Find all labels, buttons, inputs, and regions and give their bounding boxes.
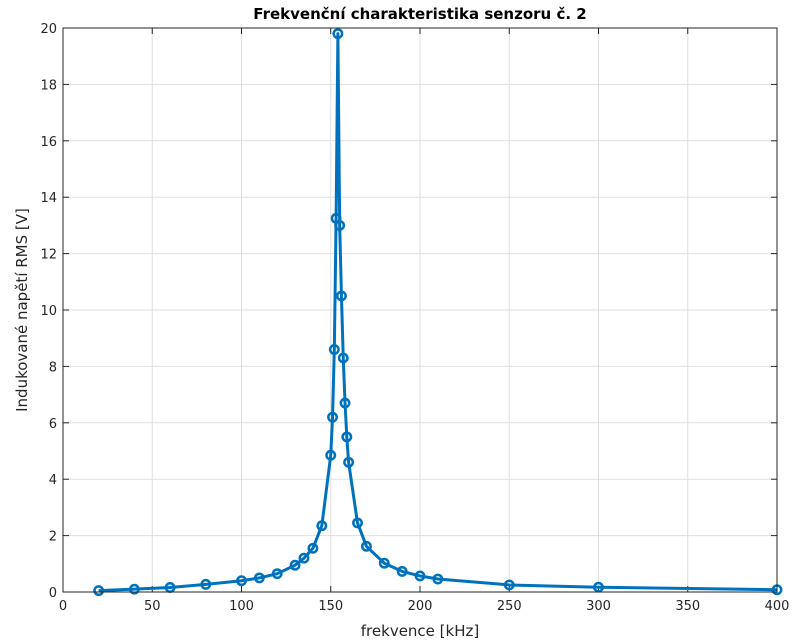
data-point bbox=[432, 573, 444, 585]
data-point bbox=[236, 575, 247, 587]
y-tick-label: 10 bbox=[40, 304, 57, 319]
y-tick-label: 14 bbox=[40, 191, 57, 206]
data-point bbox=[378, 557, 390, 569]
x-tick-label: 50 bbox=[144, 599, 161, 614]
data-point bbox=[336, 290, 347, 302]
y-tick-label: 0 bbox=[49, 586, 57, 601]
data-point bbox=[337, 352, 349, 364]
x-tick-label: 350 bbox=[675, 599, 700, 614]
y-tick-label: 2 bbox=[49, 530, 57, 545]
data-point bbox=[328, 344, 340, 355]
x-tick-label: 400 bbox=[765, 599, 790, 614]
data-point bbox=[396, 565, 408, 577]
x-tick-label: 200 bbox=[408, 599, 433, 614]
y-axis-label: Indukované napětí RMS [V] bbox=[13, 208, 31, 412]
data-point bbox=[593, 581, 604, 593]
data-point bbox=[128, 583, 140, 595]
data-point bbox=[327, 411, 338, 423]
data-point bbox=[93, 585, 105, 597]
x-axis-label: frekvence [kHz] bbox=[361, 622, 479, 640]
data-point bbox=[298, 552, 310, 564]
y-tick-label: 18 bbox=[40, 78, 57, 93]
data-point bbox=[361, 540, 372, 552]
data-point bbox=[200, 578, 212, 590]
data-point bbox=[289, 559, 301, 571]
data-point bbox=[339, 397, 351, 409]
data-point bbox=[352, 517, 363, 529]
chart-title: Frekvenční charakteristika senzoru č. 2 bbox=[253, 5, 586, 23]
data-series bbox=[93, 28, 783, 597]
data-point bbox=[341, 431, 353, 443]
x-tick-label: 0 bbox=[59, 599, 67, 614]
y-tick-label: 16 bbox=[40, 135, 57, 150]
data-point bbox=[414, 570, 426, 582]
x-tick-label: 100 bbox=[229, 599, 254, 614]
y-tick-label: 20 bbox=[40, 22, 57, 37]
axis-ticks: 0 50 100 150 200 250 300 350 400 0 2 4 6 8 10 12 14 16 18 2… bbox=[40, 22, 789, 614]
data-point bbox=[343, 456, 355, 468]
series-line bbox=[98, 32, 778, 593]
y-tick-label: 8 bbox=[49, 360, 57, 375]
x-tick-label: 150 bbox=[318, 599, 343, 614]
data-point bbox=[325, 449, 337, 461]
grid bbox=[62, 27, 778, 593]
data-point bbox=[316, 520, 328, 532]
data-point bbox=[307, 542, 319, 554]
data-point bbox=[271, 568, 283, 580]
axes-box bbox=[62, 27, 778, 593]
x-tick-label: 300 bbox=[586, 599, 611, 614]
data-point bbox=[503, 579, 515, 591]
data-point bbox=[253, 572, 265, 584]
y-tick-label: 12 bbox=[40, 248, 57, 263]
x-tick-label: 250 bbox=[497, 599, 522, 614]
y-tick-label: 4 bbox=[49, 473, 57, 488]
y-tick-label: 6 bbox=[49, 417, 57, 432]
data-point bbox=[334, 219, 346, 231]
data-point bbox=[332, 28, 344, 40]
